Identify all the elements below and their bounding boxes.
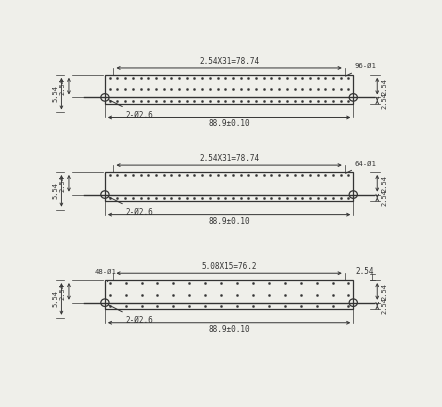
Text: 5.08X15=76.2: 5.08X15=76.2 xyxy=(202,262,257,271)
Text: 5.54: 5.54 xyxy=(52,85,58,102)
Bar xyxy=(105,280,353,309)
Text: 2.54: 2.54 xyxy=(60,283,65,300)
Text: 5.54: 5.54 xyxy=(52,291,58,307)
Text: 2.54: 2.54 xyxy=(355,267,373,276)
Text: 2.54X31=78.74: 2.54X31=78.74 xyxy=(199,154,259,163)
Text: 2.54: 2.54 xyxy=(381,175,387,192)
Bar xyxy=(105,75,353,104)
Text: 96-Ø1: 96-Ø1 xyxy=(346,63,377,76)
Text: 2.54: 2.54 xyxy=(381,283,387,300)
Text: 5.54: 5.54 xyxy=(52,182,58,199)
Text: 2.54X31=78.74: 2.54X31=78.74 xyxy=(199,57,259,66)
Text: 88.9±0.10: 88.9±0.10 xyxy=(208,325,250,334)
Text: 2-Ø2.6: 2-Ø2.6 xyxy=(108,100,153,120)
Bar xyxy=(105,172,353,201)
Text: 2-Ø2.6: 2-Ø2.6 xyxy=(108,197,153,217)
Text: 2.54: 2.54 xyxy=(381,78,387,95)
Text: 2.54: 2.54 xyxy=(381,189,387,206)
Text: 88.9±0.10: 88.9±0.10 xyxy=(208,217,250,225)
Text: 2.54: 2.54 xyxy=(60,78,65,95)
Text: 2-Ø2.6: 2-Ø2.6 xyxy=(108,305,153,325)
Text: 48-Ø1: 48-Ø1 xyxy=(95,269,117,282)
Text: 64-Ø1: 64-Ø1 xyxy=(346,160,377,173)
Text: 2.54: 2.54 xyxy=(381,92,387,109)
Text: 2.54: 2.54 xyxy=(381,298,387,314)
Text: 2.54: 2.54 xyxy=(60,175,65,192)
Text: 88.9±0.10: 88.9±0.10 xyxy=(208,119,250,128)
